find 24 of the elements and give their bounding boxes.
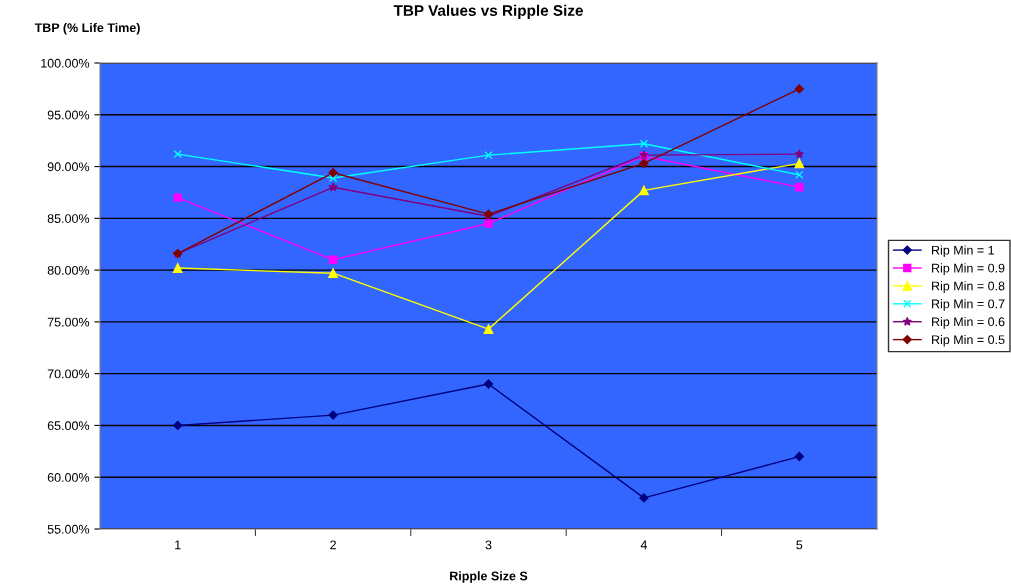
x-axis-title: Ripple Size S (450, 571, 528, 583)
y-tick-label: 95.00% (47, 110, 90, 120)
legend-label: Rip Min = 0.9 (932, 263, 1005, 275)
legend-label: Rip Min = 0.5 (932, 334, 1005, 347)
x-tick-label: 5 (796, 540, 803, 550)
legend-label: Rip Min = 1 (932, 245, 994, 258)
y-tick-label: 100.00% (41, 58, 90, 68)
y-tick-label: 65.00% (47, 421, 90, 431)
x-tick-label: 1 (175, 540, 181, 550)
x-tick-label: 4 (640, 540, 648, 550)
y-axis-title: TBP (% Life Time) (34, 22, 140, 35)
y-tick-label: 60.00% (47, 473, 90, 482)
y-tick-label: 70.00% (47, 369, 90, 379)
chart-title: TBP Values vs Ripple Size (393, 4, 583, 19)
y-tick-label: 90.00% (47, 162, 90, 172)
legend-label: Rip Min = 0.6 (932, 317, 1005, 329)
y-tick-label: 85.00% (47, 214, 90, 223)
legend-label: Rip Min = 0.8 (932, 281, 1005, 293)
y-tick-label: 80.00% (47, 265, 90, 275)
y-tick-label: 75.00% (47, 317, 90, 327)
x-tick-label: 2 (330, 540, 336, 550)
legend-label: Rip Min = 0.7 (932, 299, 1005, 311)
x-tick-label: 3 (485, 540, 492, 550)
y-tick-label: 55.00% (47, 524, 90, 534)
